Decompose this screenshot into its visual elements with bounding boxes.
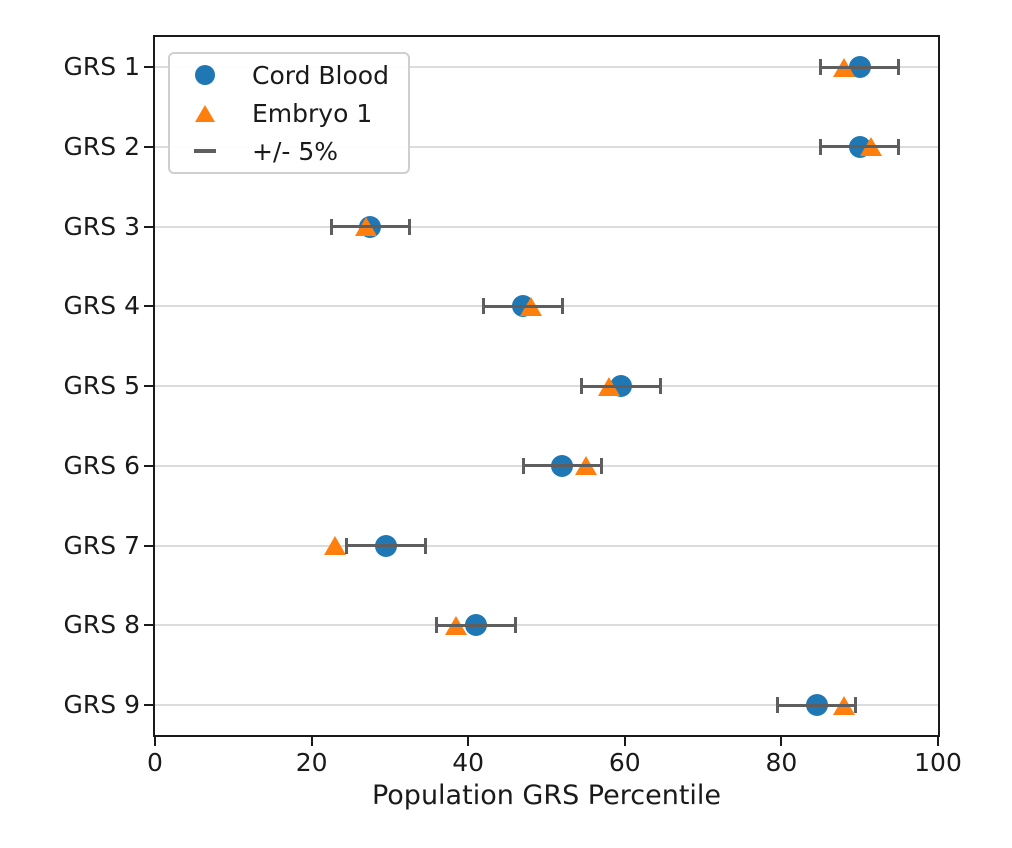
y-axis-tick: [144, 464, 155, 467]
x-axis-tick: [310, 735, 313, 746]
error-bar-cap: [897, 138, 901, 155]
x-tick-label: 20: [295, 748, 328, 777]
error-bar-cap: [329, 218, 333, 235]
x-axis-title: Population GRS Percentile: [371, 780, 722, 811]
x-tick-label: 100: [914, 748, 962, 777]
y-axis-tick: [144, 66, 155, 68]
y-tick-label: GRS 4: [63, 291, 140, 321]
legend-label: +/- 5%: [252, 136, 338, 166]
gridline: [155, 66, 938, 68]
y-tick-label: GRS 3: [63, 211, 140, 241]
gridline: [155, 225, 938, 228]
error-bar-line: [523, 464, 602, 468]
y-axis-tick: [144, 544, 155, 547]
error-bar-cap: [521, 457, 525, 474]
error-bar-line: [483, 304, 563, 308]
error-bar-cap: [897, 59, 901, 75]
error-bar-line: [777, 703, 856, 707]
x-tick-label: 40: [452, 748, 485, 777]
legend-item-error-bar: +/- 5%: [170, 132, 408, 170]
error-bar-line: [331, 225, 410, 228]
y-tick-label: GRS 9: [63, 690, 140, 719]
error-bar-cap: [819, 138, 823, 155]
gridline: [155, 624, 938, 627]
y-tick-label: GRS 8: [63, 610, 140, 640]
gridline: [155, 145, 938, 148]
x-tick-label: 0: [147, 748, 163, 777]
x-axis-tick: [467, 735, 470, 746]
y-axis-tick: [144, 145, 155, 148]
gridline: [155, 544, 938, 547]
error-bar-cap: [775, 697, 779, 713]
plot-area: Cord Blood Embryo 1 +/- 5%: [153, 35, 940, 737]
error-bar-line: [436, 623, 516, 627]
x-axis-tick: [623, 735, 626, 746]
error-bar-cap: [423, 537, 427, 554]
error-bar-line: [820, 145, 899, 149]
y-axis-tick: [144, 225, 155, 228]
error-bar-cap: [482, 298, 486, 315]
y-tick-label: GRS 1: [63, 52, 140, 81]
error-bar-cap: [435, 617, 439, 634]
y-tick-label: GRS 6: [63, 450, 140, 480]
y-axis-tick: [144, 385, 155, 387]
cord-blood-circle-icon: [192, 65, 218, 85]
y-axis-tick: [144, 704, 155, 706]
y-tick-label: GRS 7: [63, 530, 140, 560]
x-tick-label: 60: [608, 748, 641, 777]
error-bar-cap: [407, 218, 411, 235]
error-bar-dash-icon: [192, 149, 218, 153]
error-bar-cap: [560, 298, 564, 315]
error-bar-cap: [345, 537, 349, 554]
error-bar-cap: [658, 378, 662, 394]
legend-label: Embryo 1: [252, 98, 373, 128]
error-bar-cap: [580, 378, 584, 394]
x-axis-tick: [780, 735, 783, 746]
error-bar-line: [820, 65, 899, 69]
error-bar-line: [346, 544, 426, 547]
legend: Cord Blood Embryo 1 +/- 5%: [168, 52, 410, 174]
x-tick-label: 80: [765, 748, 798, 777]
y-axis-tick: [144, 305, 155, 308]
gridline: [155, 385, 938, 387]
error-bar-cap: [513, 617, 517, 634]
legend-item-cord-blood: Cord Blood: [170, 56, 408, 94]
error-bar-cap: [819, 59, 823, 75]
y-tick-label: GRS 2: [63, 131, 140, 161]
y-tick-label: GRS 5: [63, 371, 140, 400]
embryo-triangle-icon: [192, 104, 218, 122]
legend-item-embryo-1: Embryo 1: [170, 94, 408, 132]
legend-label: Cord Blood: [252, 60, 389, 90]
error-bar-cap: [599, 457, 603, 474]
y-axis-tick: [144, 624, 155, 627]
x-axis-tick: [937, 735, 939, 746]
x-axis-tick: [154, 735, 156, 746]
error-bar-cap: [854, 697, 858, 713]
error-bar-line: [581, 384, 661, 388]
gridline: [155, 704, 938, 706]
data-point-triangle: [324, 536, 347, 555]
